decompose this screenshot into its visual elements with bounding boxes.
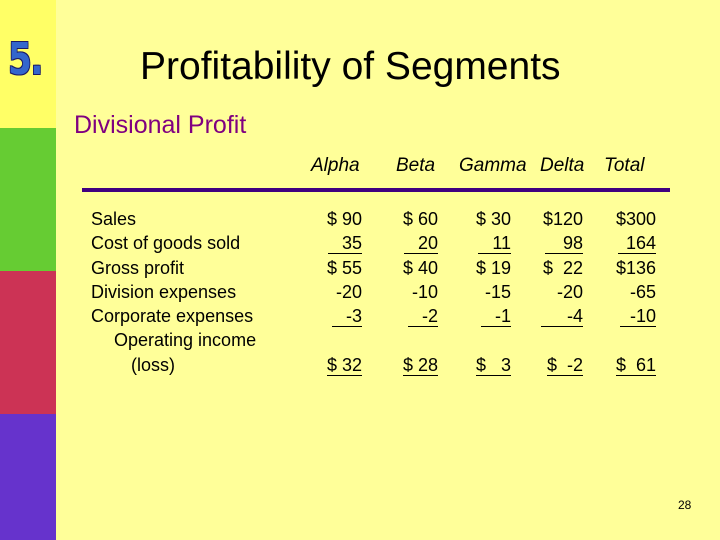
column-header-total: Total	[604, 155, 645, 176]
cell-total-cogs: 164	[606, 231, 656, 255]
cell-total-division-expenses: -65	[629, 281, 656, 302]
cell-total-operating-income-value: $ 61	[615, 354, 656, 376]
cell-alpha-gross-profit: $ 55	[326, 257, 362, 278]
cell-gamma-operating-income: $ 3	[468, 353, 511, 377]
cell-gamma-division-expenses: -15	[484, 281, 511, 302]
cell-alpha-operating-income-value: $ 32	[326, 354, 362, 376]
cell-total-operating-income: $ 61	[606, 353, 656, 377]
slide-subtitle: Divisional Profit	[74, 111, 247, 139]
cell-delta-cogs: 98	[533, 231, 583, 255]
cell-gamma-cogs-value: 11	[478, 233, 511, 255]
cell-delta-operating-income-value: $ -2	[546, 354, 583, 376]
cell-beta-gross-profit: $ 40	[402, 257, 438, 278]
cell-alpha-gap	[310, 328, 362, 352]
row-label-loss: (loss)	[131, 354, 175, 375]
side-bar-red	[0, 271, 56, 414]
column-gamma: $ 30 11 $ 19 -15 -1 $ 3	[468, 207, 511, 377]
column-alpha: $ 90 35 $ 55 -20 -3 $ 32	[310, 207, 362, 377]
cell-gamma-gap	[468, 328, 511, 352]
cell-delta-corporate-expenses: -4	[533, 304, 583, 328]
cell-gamma-sales: $ 30	[475, 209, 511, 229]
header-divider	[82, 188, 670, 192]
column-header-alpha: Alpha	[311, 155, 360, 176]
cell-beta-cogs: 20	[390, 231, 438, 255]
slide-number: 5.	[8, 34, 43, 85]
side-bar-yellow	[0, 0, 56, 128]
cell-delta-corporate-expenses-value: -4	[540, 306, 583, 328]
cell-gamma-corporate-expenses-value: -1	[480, 306, 511, 328]
cell-beta-corporate-expenses-value: -2	[407, 306, 438, 328]
page-number: 28	[678, 498, 692, 512]
cell-alpha-division-expenses: -20	[335, 281, 362, 302]
row-label-cost-of-goods-sold: Cost of goods sold	[91, 233, 241, 254]
row-label-division-expenses: Division expenses	[91, 281, 237, 302]
side-bar-violet	[0, 414, 56, 540]
cell-gamma-operating-income-value: $ 3	[475, 354, 511, 376]
cell-delta-division-expenses: -20	[556, 281, 583, 302]
cell-beta-operating-income: $ 28	[390, 353, 438, 377]
column-header-delta: Delta	[540, 155, 585, 176]
cell-alpha-cogs-value: 35	[327, 233, 362, 255]
row-label-sales: Sales	[91, 209, 137, 229]
cell-total-sales: $300	[615, 209, 656, 229]
cell-delta-gross-profit: $ 22	[542, 257, 583, 278]
slide-title: Profitability of Segments	[140, 45, 561, 88]
cell-delta-operating-income: $ -2	[533, 353, 583, 377]
cell-alpha-sales: $ 90	[326, 209, 362, 229]
cell-delta-gap	[533, 328, 583, 352]
cell-beta-operating-income-value: $ 28	[402, 354, 438, 376]
cell-gamma-gross-profit: $ 19	[475, 257, 511, 278]
cell-total-cogs-value: 164	[617, 233, 656, 255]
cell-beta-gap	[390, 328, 438, 352]
cell-gamma-cogs: 11	[468, 231, 511, 255]
row-labels: Sales Cost of goods sold Gross profit Di…	[91, 207, 256, 377]
column-beta: $ 60 20 $ 40 -10 -2 $ 28	[390, 207, 438, 377]
cell-total-gross-profit: $136	[615, 257, 656, 278]
cell-alpha-corporate-expenses: -3	[310, 304, 362, 328]
row-label-operating-income: Operating income	[114, 330, 257, 351]
cell-alpha-operating-income: $ 32	[310, 353, 362, 377]
cell-total-corporate-expenses-value: -10	[619, 306, 656, 328]
cell-beta-corporate-expenses: -2	[390, 304, 438, 328]
row-label-corporate-expenses: Corporate expenses	[91, 306, 254, 327]
cell-total-corporate-expenses: -10	[606, 304, 656, 328]
column-delta: $120 98 $ 22 -20 -4 $ -2	[533, 207, 583, 377]
cell-delta-cogs-value: 98	[544, 233, 583, 255]
column-header-gamma: Gamma	[459, 155, 527, 176]
cell-beta-cogs-value: 20	[403, 233, 438, 255]
cell-beta-sales: $ 60	[402, 209, 438, 229]
cell-total-gap	[606, 328, 656, 352]
column-header-beta: Beta	[396, 155, 436, 176]
cell-beta-division-expenses: -10	[411, 281, 438, 302]
cell-delta-sales: $120	[542, 209, 583, 229]
cell-alpha-corporate-expenses-value: -3	[331, 306, 362, 328]
row-label-gross-profit: Gross profit	[91, 257, 185, 278]
cell-alpha-cogs: 35	[310, 231, 362, 255]
column-total: $300 164 $136 -65 -10 $ 61	[606, 207, 656, 377]
side-bar-green	[0, 128, 56, 271]
cell-gamma-corporate-expenses: -1	[468, 304, 511, 328]
